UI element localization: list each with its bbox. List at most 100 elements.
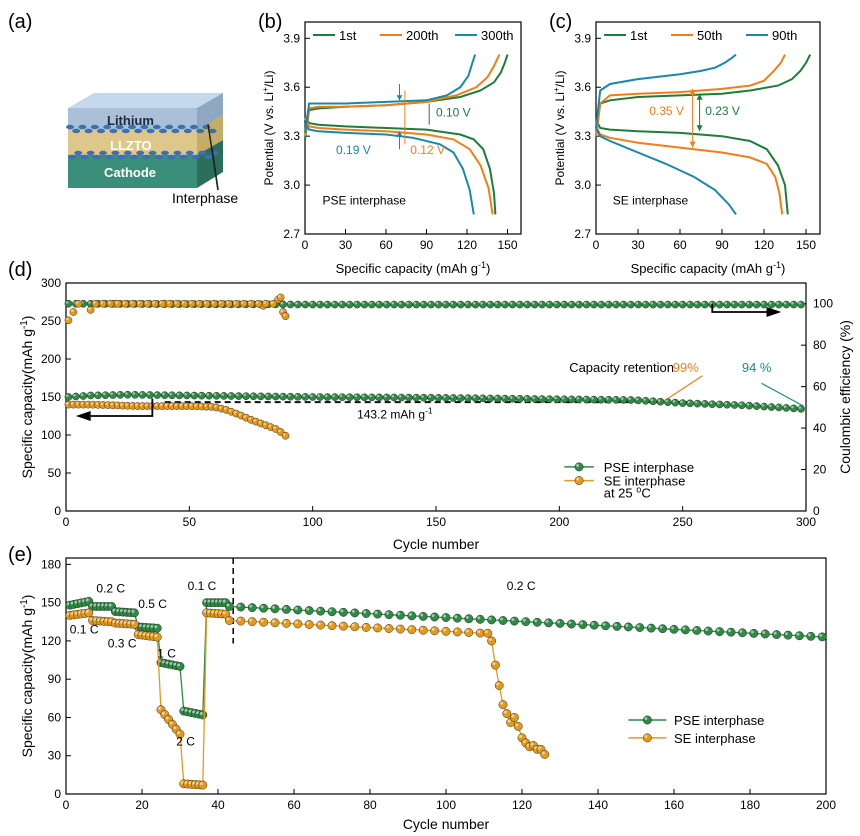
interphase-dot (146, 128, 155, 134)
data-point-se-capacity-highlight (199, 403, 202, 407)
data-point-se-efficiency (74, 299, 83, 308)
data-point-se (452, 627, 462, 637)
data-point-se-highlight (116, 620, 120, 624)
interphase-dot (99, 150, 107, 156)
data-point-se-highlight (503, 710, 507, 714)
data-point-pse-capacity (286, 392, 295, 401)
data-point-pse-efficiency (286, 300, 295, 309)
data-point-pse-highlight (85, 598, 89, 602)
data-point-pse-efficiency-highlight (620, 302, 624, 305)
data-point-pse-highlight (154, 625, 158, 629)
data-point-pse-capacity-highlight (413, 395, 417, 398)
data-point-pse-capacity (397, 393, 406, 402)
data-point-pse (772, 630, 781, 639)
y2-tick-label: 80 (813, 338, 827, 352)
data-point-pse-efficiency-highlight (539, 302, 543, 305)
y-tick-label: 60 (48, 710, 62, 724)
data-point-se-capacity-highlight (258, 420, 261, 424)
data-point-pse-capacity-highlight (643, 398, 646, 401)
y-tick-label: 3.6 (283, 80, 300, 94)
data-point-pse-capacity-highlight (213, 393, 217, 396)
data-point-pse-capacity (649, 397, 657, 406)
legend-label: PSE interphase (674, 713, 764, 728)
legend-label: 1st (339, 28, 357, 43)
x-tick-label: 120 (457, 238, 477, 252)
data-point-pse-efficiency (723, 300, 731, 309)
data-point-pse-efficiency (597, 300, 606, 309)
data-point-pse-efficiency (775, 300, 783, 309)
interphase-dots (66, 124, 219, 160)
data-point-se-capacity-highlight (164, 403, 168, 407)
data-point-pse-efficiency (752, 300, 761, 309)
data-point-se-highlight (97, 618, 101, 622)
data-point-pse-efficiency-highlight (598, 302, 602, 305)
data-point-se-capacity-highlight (75, 402, 79, 405)
data-point-pse (224, 602, 234, 611)
x-tick-label: 150 (497, 238, 517, 252)
data-point-pse-efficiency (701, 300, 709, 309)
data-point-se (384, 624, 394, 633)
data-point-pse-highlight (306, 607, 310, 611)
annotation-gap: 0.12 V (410, 143, 445, 157)
y2-axis-title: Coulombic efficiency (%) (837, 320, 853, 474)
data-point-pse-capacity (708, 400, 717, 408)
data-point-pse-efficiency (730, 300, 739, 309)
data-point-se-highlight (272, 619, 275, 623)
data-point-pse-highlight (682, 626, 686, 630)
retention-arrow-teal (761, 382, 804, 407)
data-point-pse-efficiency (427, 300, 435, 309)
data-point-pse-highlight (70, 601, 74, 605)
data-point-pse (760, 629, 770, 639)
data-point-pse-highlight (215, 599, 218, 603)
data-point-se (281, 618, 291, 628)
data-point-pse (715, 627, 724, 637)
data-point-pse-capacity (553, 395, 561, 404)
data-point-se-highlight (142, 632, 146, 636)
data-point-pse-capacity-highlight (435, 395, 439, 398)
data-point-se-highlight (158, 706, 161, 710)
data-point-se-capacity-highlight (218, 406, 222, 409)
data-point-pse-efficiency-highlight (569, 302, 572, 305)
data-point-pse-efficiency (301, 300, 310, 309)
x-tick-label: 0 (302, 238, 309, 252)
data-point-se (510, 713, 519, 722)
data-point-pse-capacity (197, 391, 206, 400)
data-point-pse-highlight (796, 632, 800, 636)
data-point-se-efficiency (128, 299, 137, 308)
data-point-se-efficiency (91, 299, 100, 308)
data-point-se-efficiency-highlight (211, 301, 215, 304)
data-point-pse-capacity (419, 393, 428, 402)
interphase-dot (80, 154, 89, 160)
llzto-front (68, 130, 197, 155)
data-point-pse-capacity (582, 395, 591, 404)
data-point-pse-highlight (693, 627, 697, 631)
data-point-pse-capacity-highlight (110, 392, 113, 396)
y2-tick-label: 60 (813, 380, 827, 394)
data-point-pse-efficiency (493, 300, 502, 309)
interphase-dot (84, 128, 93, 134)
data-point-se-highlight (89, 617, 93, 621)
lithium-top (68, 93, 223, 108)
interphase-label: PSE interphase (323, 194, 407, 208)
data-point-pse-efficiency-highlight (672, 302, 676, 305)
data-point-se-highlight (511, 714, 515, 718)
data-point-pse-highlight (249, 604, 253, 608)
data-point-pse-capacity-highlight (287, 394, 291, 397)
data-point-se-capacity-highlight (233, 411, 237, 414)
data-point-pse-efficiency-highlight (287, 301, 291, 305)
data-point-pse-highlight (196, 711, 199, 715)
data-point-pse-capacity (760, 402, 768, 411)
data-point-pse-capacity (516, 394, 524, 403)
data-point-se-capacity-highlight (90, 402, 94, 405)
data-point-se-efficiency (247, 299, 255, 308)
data-point-pse-capacity-highlight (502, 396, 506, 399)
data-point-pse-efficiency (745, 300, 754, 309)
data-point-se (198, 780, 208, 790)
data-point-pse-efficiency-highlight (376, 302, 380, 305)
data-point-pse-highlight (728, 629, 732, 633)
data-point-pse (669, 624, 679, 634)
legend-label: SE interphase (604, 474, 686, 489)
data-point-pse-capacity (338, 393, 347, 401)
data-point-pse-capacity-highlight (236, 393, 239, 397)
data-point-se-highlight (530, 742, 534, 746)
